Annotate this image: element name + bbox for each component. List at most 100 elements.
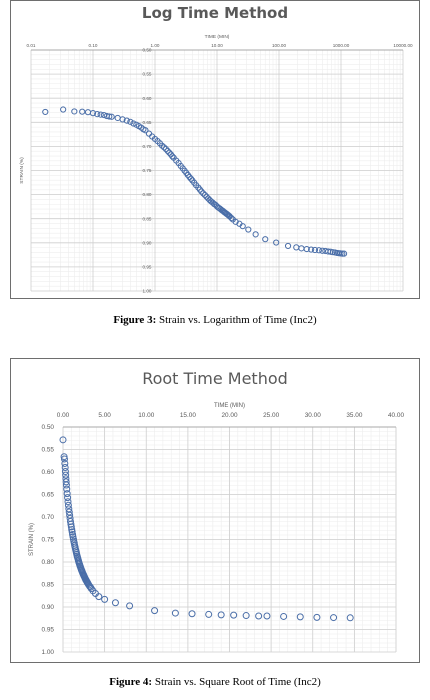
x-tick-label: 15.00 (180, 412, 196, 419)
x-tick-label: 1000.00 (333, 43, 350, 48)
data-point (67, 523, 75, 531)
data-point (346, 614, 354, 622)
data-point (63, 485, 71, 493)
data-point (61, 468, 69, 476)
data-point (188, 610, 196, 618)
log-time-chart: 0.01 0.10 1.00 10.00 100.00 1000.00 10000.00 0.… (19, 34, 413, 294)
data-point (224, 211, 232, 218)
x-tick-label: 0.10 (89, 43, 98, 48)
data-point (61, 464, 69, 471)
data-point (84, 109, 92, 116)
data-point (313, 613, 321, 621)
data-point (114, 114, 121, 122)
data-point (298, 245, 305, 252)
data-point (119, 116, 126, 123)
data-point (330, 614, 338, 622)
x-tick-label: 10.00 (211, 43, 223, 48)
data-point (339, 250, 346, 257)
y-tick-label: 0.85 (143, 216, 152, 221)
figure-caption-text: Strain vs. Logarithm of Time (Inc2) (158, 314, 317, 326)
figure-caption-text: Strain vs. Square Root of Time (Inc2) (154, 676, 321, 688)
data-point (62, 471, 70, 479)
x-tick-label: 25.00 (263, 412, 279, 419)
figure-caption: Figure 3: Strain vs. Logarithm of Time (… (0, 314, 430, 326)
data-point (255, 612, 263, 620)
data-point (126, 602, 134, 610)
y-tick-label: 0.90 (42, 604, 55, 611)
data-point (226, 213, 233, 220)
y-tick-label: 0.95 (143, 265, 152, 270)
data-point (60, 106, 67, 113)
y-axis-title: STRAIN (%) (19, 157, 25, 184)
data-point (62, 481, 70, 489)
data-point (42, 108, 49, 116)
y-tick-label: 0.95 (42, 627, 55, 634)
x-tick-label: 35.00 (346, 412, 362, 419)
x-tick-label: 5.00 (98, 412, 111, 419)
data-point (201, 191, 209, 199)
data-point (60, 455, 68, 463)
data-point (315, 247, 322, 254)
data-point (319, 247, 326, 254)
data-point (284, 242, 292, 250)
y-tick-label: 0.55 (143, 72, 152, 77)
data-point (327, 248, 334, 255)
data-point (101, 595, 109, 603)
x-tick-label: 10000.00 (393, 43, 413, 48)
data-point (67, 520, 75, 528)
x-tick-label: 10.00 (138, 412, 154, 419)
y-tick-label: 0.50 (42, 424, 55, 431)
data-point (62, 478, 70, 486)
data-point (127, 118, 134, 125)
data-point (262, 236, 269, 243)
data-point (108, 113, 115, 120)
y-tick-label: 1.00 (42, 649, 55, 656)
data-point (280, 612, 288, 620)
data-point (166, 149, 173, 156)
x-tick-label: 0.00 (57, 412, 70, 419)
y-tick-label: 1.00 (143, 289, 152, 294)
data-point (239, 223, 246, 230)
data-point (89, 110, 97, 117)
data-point (171, 609, 179, 617)
y-tick-label: 0.70 (143, 144, 152, 149)
data-point (64, 498, 72, 506)
data-point (63, 490, 71, 498)
y-tick-label: 0.85 (42, 582, 55, 589)
y-tick-label: 0.80 (42, 559, 55, 566)
data-point (308, 246, 315, 253)
data-point (340, 250, 348, 257)
chart-panel-log-time: Log Time Method 0.01 0.10 1.00 10.00 100.00 1… (10, 0, 420, 299)
data-point (61, 459, 69, 467)
x-tick-label: 0.01 (27, 43, 36, 48)
data-point (123, 117, 130, 124)
data-point (187, 175, 195, 182)
data-point (273, 239, 280, 246)
data-point (205, 610, 213, 618)
data-point (242, 612, 250, 620)
y-tick-label: 0.90 (143, 240, 152, 245)
data-point (66, 518, 74, 525)
data-point (303, 245, 310, 253)
root-time-chart: 0.00 5.00 10.00 15.00 20.00 25.00 30.00 35.00 40… (29, 403, 404, 656)
data-point (252, 231, 259, 238)
data-point (228, 214, 235, 222)
data-point (64, 501, 72, 509)
data-point (94, 111, 101, 118)
y-tick-label: 0.60 (42, 469, 55, 476)
y-tick-label: 0.55 (42, 447, 55, 454)
data-point (111, 599, 119, 607)
data-point (160, 144, 168, 151)
data-point (263, 612, 271, 620)
figure-label: Figure 4: (109, 676, 153, 688)
x-axis-title: TIME (MIN) (205, 34, 230, 40)
x-tick-label: 1.00 (151, 43, 160, 48)
x-tick-label: 40.00 (388, 412, 404, 419)
x-tick-label: 30.00 (305, 412, 321, 419)
data-point (230, 611, 238, 619)
chart-title: Root Time Method (142, 369, 288, 388)
y-tick-label: 0.50 (143, 48, 152, 53)
data-point (142, 127, 149, 134)
chart-title: Log Time Method (141, 4, 289, 22)
data-point (245, 226, 252, 233)
